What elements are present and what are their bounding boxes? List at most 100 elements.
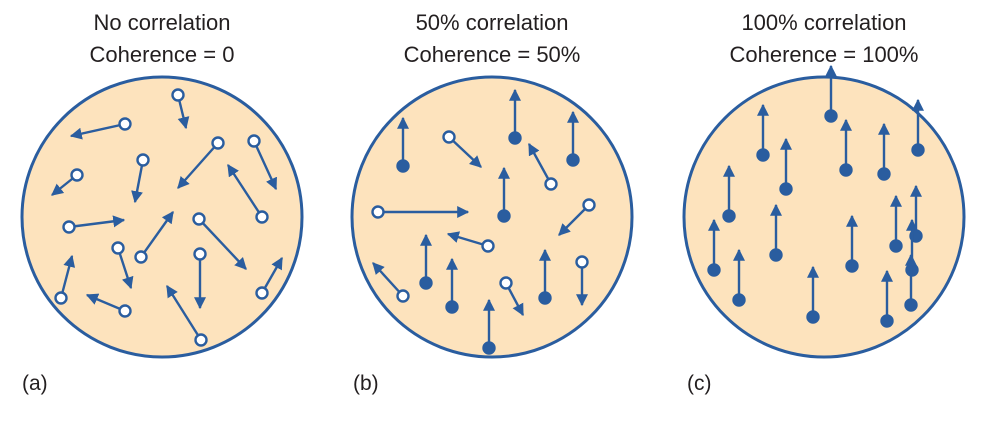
motion-arrow	[140, 211, 174, 258]
coherent-dot	[508, 131, 522, 145]
motion-arrow	[198, 218, 247, 270]
coherent-dot	[911, 143, 925, 157]
random-dot	[134, 250, 148, 264]
random-dot	[54, 291, 68, 305]
coherent-dot	[769, 248, 783, 262]
random-dot	[255, 286, 269, 300]
coherent-dot	[707, 263, 721, 277]
coherent-dot	[756, 148, 770, 162]
panel-a-moving-dot-2	[69, 117, 132, 140]
panel-b-disk	[350, 75, 634, 359]
motion-arrow	[68, 215, 126, 229]
motion-arrow	[446, 231, 489, 248]
panel-b-moving-dot-1	[396, 116, 410, 173]
coherent-dot	[482, 341, 496, 355]
panel-a-label: (a)	[22, 372, 48, 395]
coherent-dot	[497, 209, 511, 223]
panel-b-label: (b)	[353, 372, 379, 395]
motion-arrow	[226, 163, 264, 218]
panel-b-moving-dot-7	[371, 205, 470, 219]
coherent-dot	[732, 293, 746, 307]
panel-a-moving-dot-12	[193, 247, 207, 310]
random-dot	[171, 88, 185, 102]
panel-b-moving-dot-13	[499, 276, 525, 317]
random-dot	[255, 210, 269, 224]
panel-a-moving-dot-7	[226, 163, 269, 224]
panel-c-moving-dot-17	[880, 269, 894, 328]
panel-a-moving-dot-10	[134, 211, 174, 264]
random-dot	[371, 205, 385, 219]
panel-c-moving-dot-16	[904, 253, 918, 312]
panel-b-moving-dot-12	[445, 257, 459, 314]
panel-a-moving-dot-6	[247, 134, 278, 191]
coherent-dot	[396, 159, 410, 173]
panel-b-moving-dot-3	[566, 110, 580, 167]
panel-c-moving-dot-9	[889, 194, 903, 253]
random-dot	[70, 168, 84, 182]
motion-arrow	[558, 204, 590, 236]
coherent-dot	[889, 239, 903, 253]
coherent-dot	[566, 153, 580, 167]
random-dot	[111, 241, 125, 255]
panel-a-moving-dot-15	[255, 256, 284, 300]
panel-c-moving-dot-1	[824, 64, 838, 123]
panel-c-moving-dot-13	[732, 248, 746, 307]
panel-c-dots	[707, 64, 925, 328]
panel-b-moving-dot-4	[442, 130, 482, 168]
panel-b-moving-dot-2	[508, 88, 522, 145]
coherent-dot	[839, 163, 853, 177]
coherent-dot	[419, 276, 433, 290]
panel-b-dots	[371, 88, 596, 355]
panel-a-title-line2: Coherence = 0	[90, 42, 235, 67]
coherent-dot	[877, 167, 891, 181]
motion-arrow	[372, 262, 404, 297]
random-dot	[118, 117, 132, 131]
panel-c-label: (c)	[687, 372, 712, 395]
random-dot	[193, 247, 207, 261]
panel-a-title-line1: No correlation	[94, 10, 231, 35]
coherent-dot	[779, 182, 793, 196]
motion-arrow	[252, 140, 278, 191]
motion-arrow	[131, 159, 145, 204]
panel-a-moving-dot-14	[85, 293, 132, 318]
motion-arrow	[59, 254, 76, 299]
panel-a-moving-dot-3	[131, 153, 150, 204]
coherent-dot	[806, 310, 820, 324]
panel-a-moving-dot-11	[192, 212, 247, 270]
panel-b-moving-dot-16	[482, 298, 496, 355]
random-dot	[194, 333, 208, 347]
panel-a-moving-dot-16	[165, 284, 208, 347]
panel-c-moving-dot-5	[877, 122, 891, 181]
panel-c-disk	[682, 75, 966, 359]
panel-c-title-line2: Coherence = 100%	[730, 42, 919, 67]
coherent-dot	[880, 314, 894, 328]
panel-b: 50% correlation Coherence = 50% (b)	[350, 10, 634, 395]
panel-a-moving-dot-8	[62, 215, 126, 234]
panel-c-moving-dot-6	[779, 137, 793, 196]
motion-arrow	[69, 122, 126, 140]
panel-c-moving-dot-2	[756, 103, 770, 162]
panel-a-moving-dot-5	[177, 136, 225, 189]
random-dot	[481, 239, 495, 253]
random-dot	[575, 255, 589, 269]
random-dot	[118, 304, 132, 318]
coherent-dot	[824, 109, 838, 123]
panel-a-moving-dot-13	[54, 254, 76, 305]
panel-b-moving-dot-8	[558, 198, 596, 236]
random-dot	[396, 289, 410, 303]
motion-arrow	[448, 136, 482, 168]
panel-b-moving-dot-5	[527, 142, 558, 191]
random-dot	[62, 220, 76, 234]
panel-c-moving-dot-7	[722, 164, 736, 223]
motion-arrow	[527, 142, 553, 185]
random-dot	[136, 153, 150, 167]
panel-c-title-line1: 100% correlation	[741, 10, 906, 35]
coherent-dot	[845, 259, 859, 273]
panel-a-dots	[51, 88, 284, 347]
panel-c-moving-dot-11	[707, 218, 721, 277]
panel-b-moving-dot-14	[538, 248, 552, 305]
panel-c-moving-dot-12	[845, 214, 859, 273]
panel-a-moving-dot-4	[51, 168, 84, 196]
coherent-dot	[445, 300, 459, 314]
